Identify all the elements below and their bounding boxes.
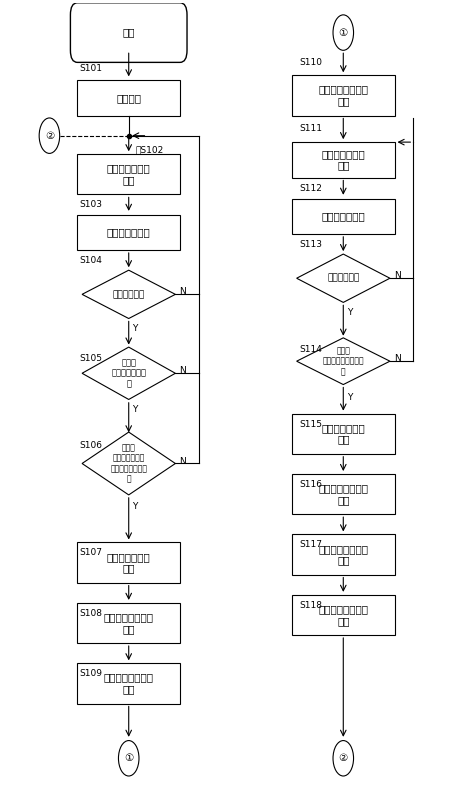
- Bar: [292, 199, 395, 234]
- Text: ②: ②: [45, 131, 54, 140]
- Bar: [292, 534, 395, 575]
- Text: 撮影開始: 撮影開始: [116, 92, 141, 103]
- Text: S115: S115: [299, 419, 322, 428]
- Polygon shape: [296, 254, 390, 303]
- Text: 勤作情報を取得: 勤作情報を取得: [321, 211, 365, 221]
- Polygon shape: [82, 347, 176, 400]
- Text: S106: S106: [80, 441, 103, 450]
- Text: S105: S105: [80, 354, 103, 363]
- Text: N: N: [179, 367, 186, 375]
- Text: 退室を
示す動作情報取得済
？: 退室を 示す動作情報取得済 ？: [322, 346, 364, 376]
- Text: S110: S110: [299, 58, 322, 67]
- Text: Y: Y: [347, 308, 353, 317]
- Text: N: N: [179, 457, 186, 466]
- FancyBboxPatch shape: [70, 2, 187, 62]
- Text: N: N: [394, 272, 400, 281]
- Text: 勤作映像情報を
取得: 勤作映像情報を 取得: [321, 149, 365, 170]
- Text: N: N: [179, 287, 186, 297]
- Bar: [77, 80, 180, 115]
- Text: 取得できた？: 取得できた？: [113, 290, 145, 298]
- Text: ルールを満たすか
判断: ルールを満たすか 判断: [318, 543, 368, 565]
- Text: Y: Y: [347, 393, 353, 402]
- Text: S112: S112: [299, 183, 322, 192]
- Text: S101: S101: [80, 64, 103, 73]
- Text: 入室時
を示す期間内の
動作情報を取得済
？: 入室時 を示す期間内の 動作情報を取得済 ？: [110, 444, 147, 483]
- Text: 判断結果に応じた
出力: 判断結果に応じた 出力: [318, 604, 368, 626]
- Text: ①: ①: [338, 28, 348, 37]
- Bar: [292, 474, 395, 514]
- Text: S104: S104: [80, 256, 102, 265]
- Bar: [292, 75, 395, 115]
- Text: N: N: [394, 354, 400, 363]
- Text: S114: S114: [299, 345, 322, 354]
- Polygon shape: [296, 338, 390, 384]
- Text: S103: S103: [80, 200, 103, 208]
- Text: 勤作情報を取得: 勤作情報を取得: [107, 227, 151, 238]
- Text: S117: S117: [299, 540, 322, 549]
- Text: S116: S116: [299, 480, 322, 489]
- Text: Y: Y: [133, 405, 138, 414]
- Circle shape: [333, 15, 354, 50]
- Bar: [292, 142, 395, 178]
- Text: 開始: 開始: [122, 28, 135, 37]
- Bar: [77, 603, 180, 643]
- Text: 入室ルール情報を
読出: 入室ルール情報を 読出: [104, 612, 154, 633]
- Text: 判断結果に応じた
出力: 判断結果に応じた 出力: [318, 84, 368, 106]
- Circle shape: [118, 740, 139, 776]
- Text: ①: ①: [124, 753, 134, 763]
- Bar: [77, 543, 180, 582]
- Text: 勤作映像情報を
取得: 勤作映像情報を 取得: [107, 164, 151, 185]
- Bar: [77, 663, 180, 703]
- Text: ②: ②: [338, 753, 348, 763]
- Circle shape: [333, 740, 354, 776]
- Text: 取得できた？: 取得できた？: [327, 274, 359, 283]
- Text: Y: Y: [133, 324, 138, 333]
- Text: Y: Y: [133, 502, 138, 511]
- Bar: [77, 215, 180, 250]
- Text: S118: S118: [299, 601, 322, 610]
- Bar: [292, 414, 395, 454]
- Text: 入室動作情報を
取得: 入室動作情報を 取得: [107, 551, 151, 573]
- Text: 退室ルール情報を
読出: 退室ルール情報を 読出: [318, 483, 368, 505]
- Text: 退室動作情報を
取得: 退室動作情報を 取得: [321, 423, 365, 444]
- Text: ～S102: ～S102: [136, 145, 164, 154]
- Text: S113: S113: [299, 240, 322, 249]
- Text: S107: S107: [80, 548, 103, 557]
- Polygon shape: [82, 270, 176, 319]
- Text: S108: S108: [80, 609, 103, 618]
- Bar: [292, 594, 395, 635]
- Polygon shape: [82, 432, 176, 495]
- Text: S109: S109: [80, 669, 103, 678]
- Text: S111: S111: [299, 124, 322, 133]
- Text: 入室を
示す動作情報有
？: 入室を 示す動作情報有 ？: [111, 358, 146, 388]
- Circle shape: [39, 118, 59, 153]
- Bar: [77, 154, 180, 195]
- Text: ルールを満たすか
判断: ルールを満たすか 判断: [104, 672, 154, 694]
